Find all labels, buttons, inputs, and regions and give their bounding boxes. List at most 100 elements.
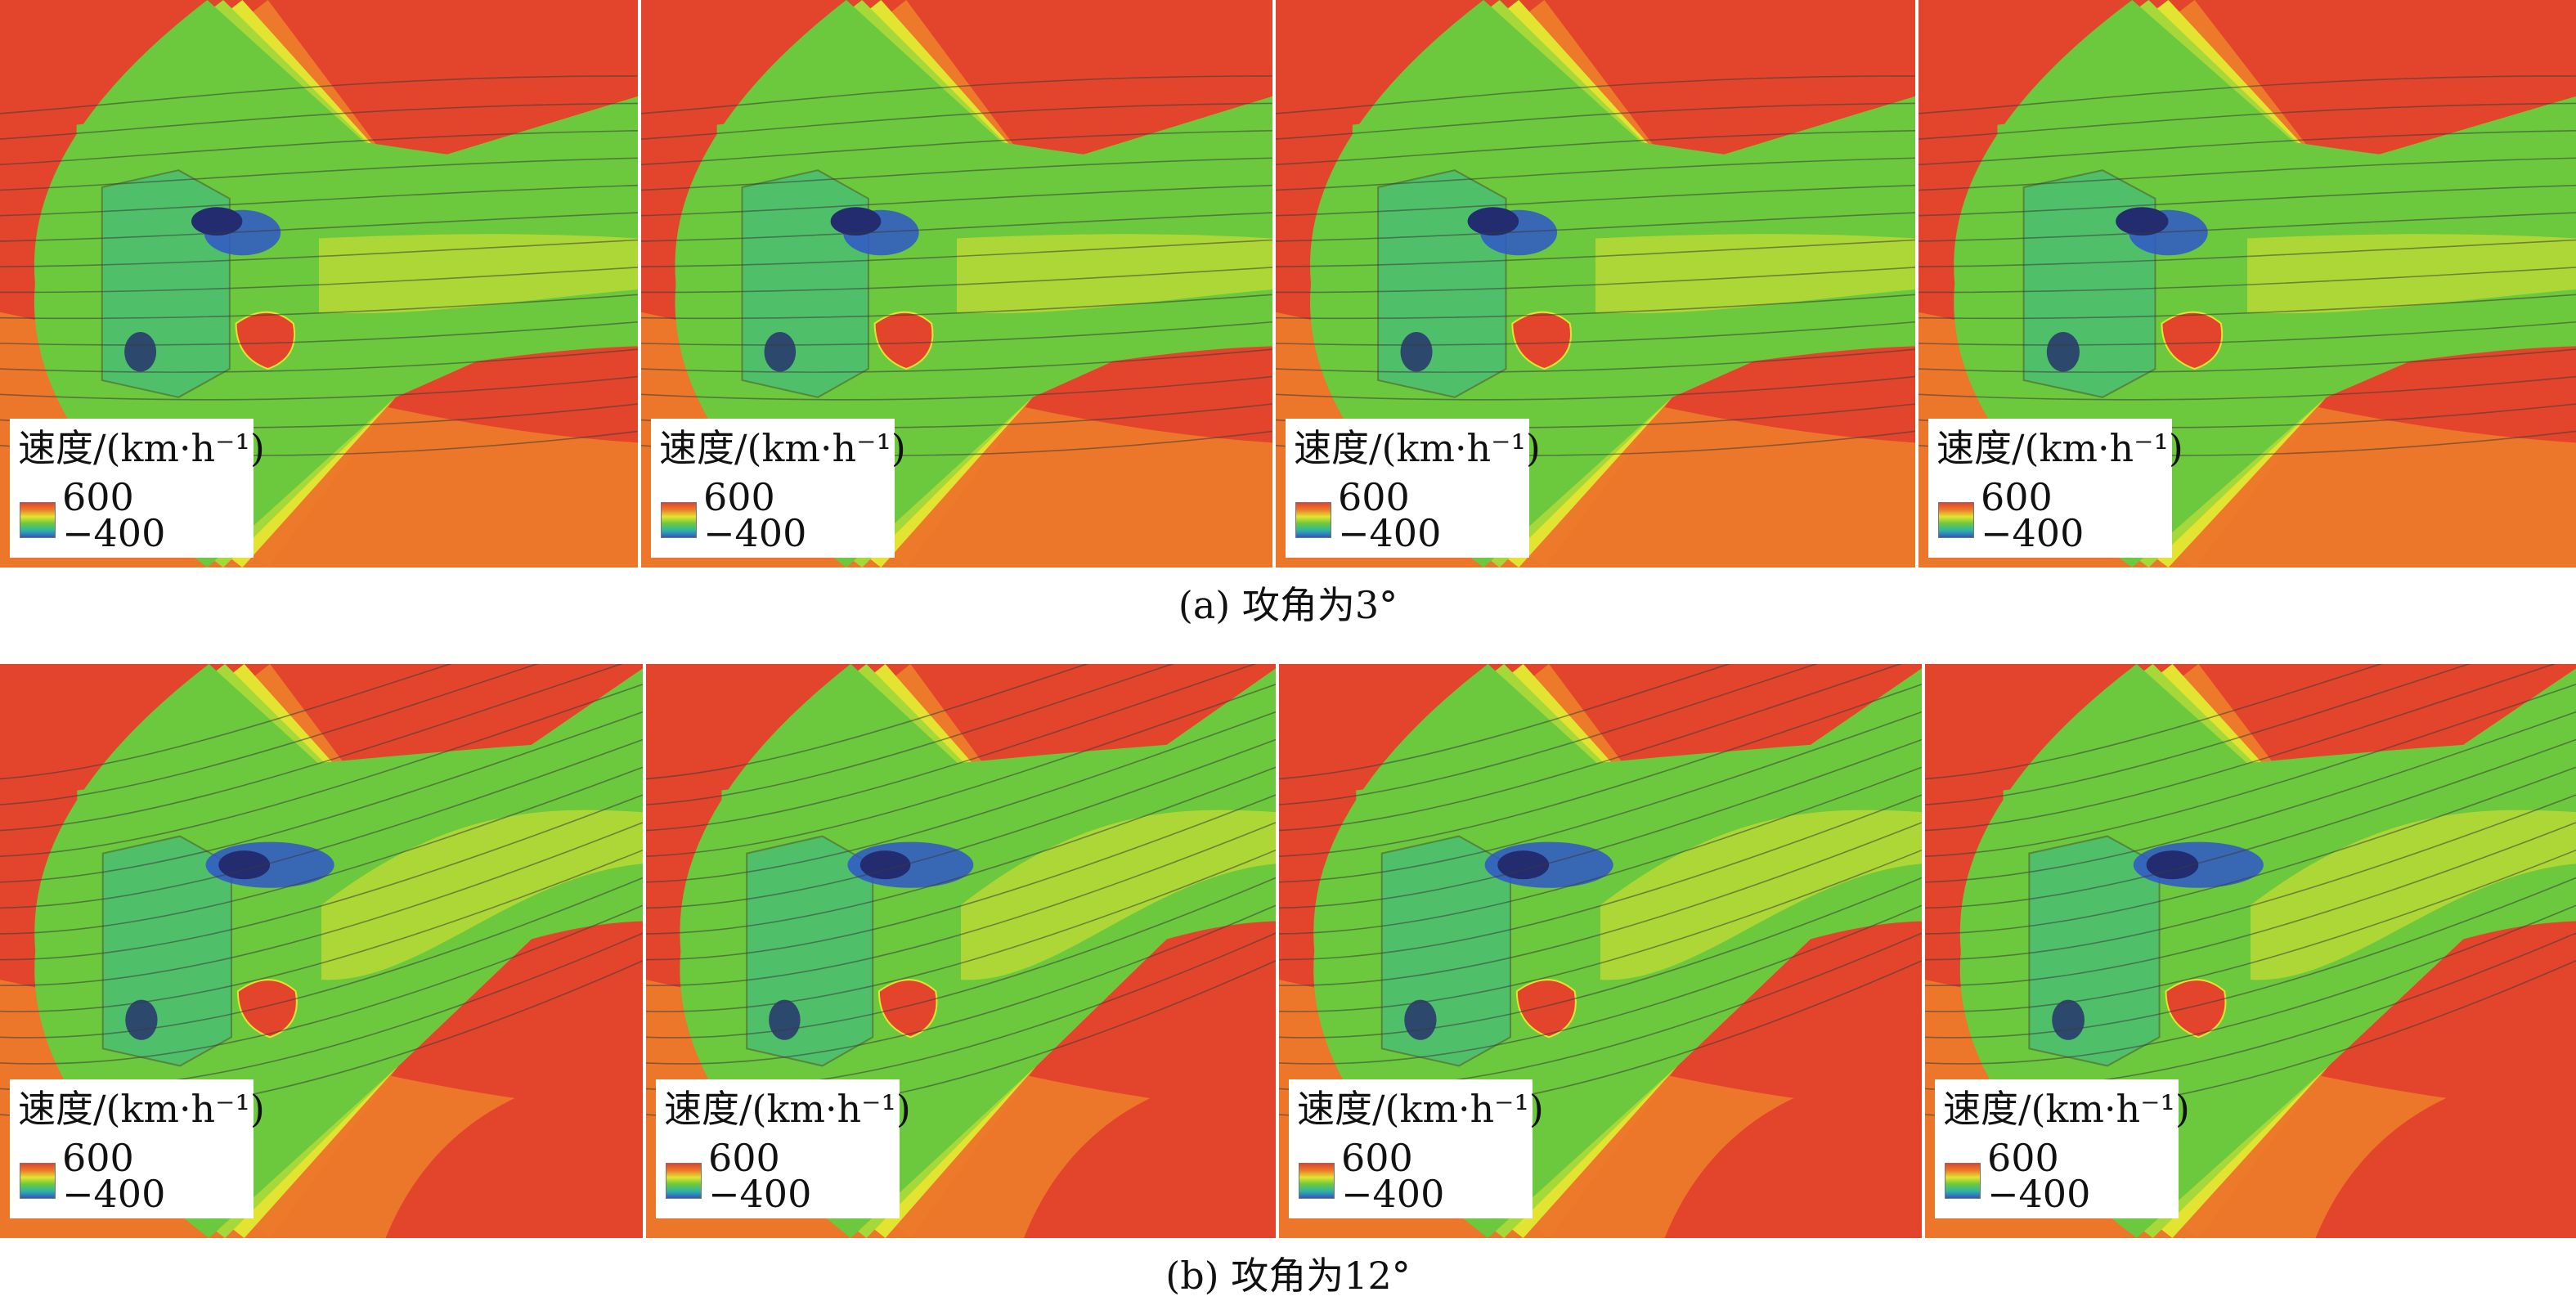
high-speed-jet [873, 311, 934, 370]
legend-max: 600 [1341, 1136, 1413, 1180]
streamline [1276, 294, 1915, 320]
streamline [646, 664, 1257, 832]
vortex-core [2116, 207, 2169, 236]
color-legend: 速度/(km·h⁻¹) 600 −400 [1286, 419, 1541, 558]
streamline [641, 267, 1272, 294]
color-legend: 速度/(km·h⁻¹) 600 −400 [1928, 419, 2183, 558]
streamline [1925, 849, 2576, 1012]
wake-core [961, 810, 1276, 980]
streamline [646, 794, 1276, 961]
streamline [1276, 75, 1915, 114]
streamline [1919, 375, 2576, 401]
legend-colorbar [1938, 502, 1974, 538]
legend-title: 速度/(km·h⁻¹) [1936, 426, 2183, 470]
legend-title: 速度/(km·h⁻¹) [1297, 1087, 1544, 1131]
panel-a3: 速度/(km·h⁻¹) 600 −400 [1276, 0, 1915, 568]
color-legend: 速度/(km·h⁻¹) 600 −400 [1289, 1079, 1544, 1218]
legend-min: −400 [62, 511, 166, 555]
vortex-core [830, 207, 882, 236]
vortex-core [769, 999, 801, 1040]
streamline [641, 239, 1272, 267]
streamline [1279, 738, 1922, 909]
streamline [646, 766, 1276, 935]
streamline [1279, 904, 1922, 1065]
streamline [0, 822, 643, 986]
legend-colorbar [661, 502, 697, 538]
legend-max: 600 [1338, 475, 1410, 519]
legend-max: 600 [708, 1136, 780, 1180]
streamline [641, 102, 1272, 140]
panel-a1: 速度/(km·h⁻¹) 600 −400 [0, 0, 638, 568]
streamline [641, 321, 1272, 346]
streamline [641, 375, 1272, 401]
streamline [646, 684, 1276, 857]
streamline [0, 102, 638, 140]
color-legend: 速度/(km·h⁻¹) 600 −400 [10, 1079, 265, 1218]
streamline [0, 849, 643, 1012]
streamline [646, 738, 1276, 909]
streamline [0, 738, 643, 909]
streamline [641, 294, 1272, 320]
red-lobe [1664, 1074, 1922, 1238]
legend-max: 600 [1987, 1136, 2059, 1180]
streamline [1276, 130, 1915, 166]
streamline [0, 239, 638, 267]
streamline [1919, 321, 2576, 346]
streamline [646, 711, 1276, 883]
streamline [1925, 711, 2576, 883]
streamline [1279, 711, 1922, 883]
vortex-core [125, 999, 158, 1040]
legend-title: 速度/(km·h⁻¹) [664, 1087, 911, 1131]
panel-b1: 速度/(km·h⁻¹) 600 −400 [0, 664, 643, 1238]
legend-colorbar [1299, 1163, 1335, 1199]
streamline [1919, 294, 2576, 320]
streamline [1925, 664, 2383, 780]
legend-min: −400 [1987, 1172, 2091, 1216]
streamline [0, 130, 638, 166]
streamline [0, 294, 638, 320]
streamline [1276, 375, 1915, 401]
color-legend: 速度/(km·h⁻¹) 600 −400 [1935, 1079, 2190, 1218]
streamline [1276, 239, 1915, 267]
streamline [1925, 684, 2576, 857]
velocity-contour-b3 [1279, 664, 1922, 1238]
caption-a: (a) 攻角为3° [1178, 583, 1398, 627]
legend-min: −400 [62, 1172, 166, 1216]
streamline [1279, 684, 1922, 857]
streamline [1925, 664, 2556, 832]
legend-min: −400 [708, 1172, 812, 1216]
streamline [646, 849, 1276, 1012]
vortex-core [2146, 850, 2199, 880]
legend-max: 600 [62, 475, 134, 519]
vortex-core [191, 207, 243, 236]
streamline [0, 904, 643, 1065]
high-speed-jet [235, 311, 295, 370]
streamline [1279, 877, 1922, 1039]
streamline [1276, 321, 1915, 346]
vortex-core [2046, 331, 2080, 372]
streamline [0, 75, 638, 114]
streamline [1276, 267, 1915, 294]
streamline [646, 664, 1174, 805]
legend-colorbar [20, 1163, 56, 1199]
wake-core [321, 810, 643, 980]
streamline [641, 184, 1272, 217]
streamline [1279, 766, 1922, 935]
wake-core [2247, 234, 2576, 314]
streamline [0, 375, 638, 401]
vehicle-body [2022, 169, 2156, 398]
high-speed-jet [1515, 979, 1577, 1039]
streamline [0, 212, 638, 242]
streamline [1919, 267, 2576, 294]
streamline [0, 348, 638, 373]
high-speed-jet [236, 979, 298, 1039]
legend-title: 速度/(km·h⁻¹) [1943, 1087, 2190, 1131]
panel-b2: 速度/(km·h⁻¹) 600 −400 [646, 664, 1276, 1238]
panel-a2: 速度/(km·h⁻¹) 600 −400 [641, 0, 1272, 568]
color-legend: 速度/(km·h⁻¹) 600 −400 [656, 1079, 911, 1218]
streamline [646, 822, 1276, 986]
legend-colorbar [1295, 502, 1331, 538]
legend-title: 速度/(km·h⁻¹) [1294, 426, 1541, 470]
streamline [0, 877, 643, 1039]
streamline [0, 794, 643, 961]
